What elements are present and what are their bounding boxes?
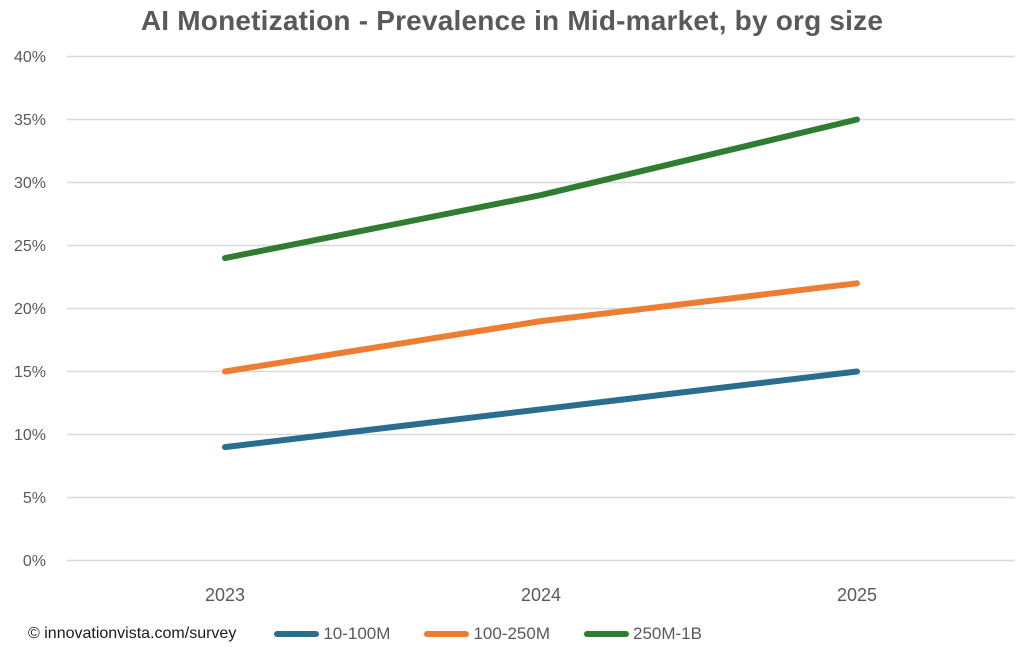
legend-item: 10-100M [274,624,390,644]
series-line-100-250M [222,280,860,375]
legend-swatch [584,631,629,637]
legend-label: 100-250M [473,624,550,643]
chart-title: AI Monetization - Prevalence in Mid-mark… [140,5,884,36]
series-line-250M-1B [222,116,860,262]
series-line-10-100M [222,368,860,451]
x-tick-label: 2023 [205,585,245,605]
legend-label: 250M-1B [633,624,702,643]
source-credit: © innovationvista.com/survey [28,625,237,642]
legend-swatch [274,631,320,637]
y-tick-label: 5% [23,490,46,507]
y-tick-label: 30% [14,175,46,192]
x-tick-label: 2025 [837,585,877,605]
y-tick-label: 25% [14,238,46,255]
y-tick-label: 15% [14,364,46,381]
y-tick-label: 0% [23,553,46,570]
legend-label: 10-100M [323,624,391,643]
y-tick-label: 20% [14,301,46,318]
x-tick-label: 2024 [521,585,561,605]
y-tick-label: 40% [14,49,46,66]
y-tick-label: 35% [14,112,46,129]
chart-legend: 10-100M 100-250M 250M-1B [274,624,702,644]
legend-swatch [424,631,470,637]
legend-item: 100-250M [424,624,550,644]
footer: © innovationvista.com/survey 10-100M 100-… [0,621,1024,647]
y-tick-label: 10% [14,427,46,444]
legend-item: 250M-1B [584,624,702,644]
